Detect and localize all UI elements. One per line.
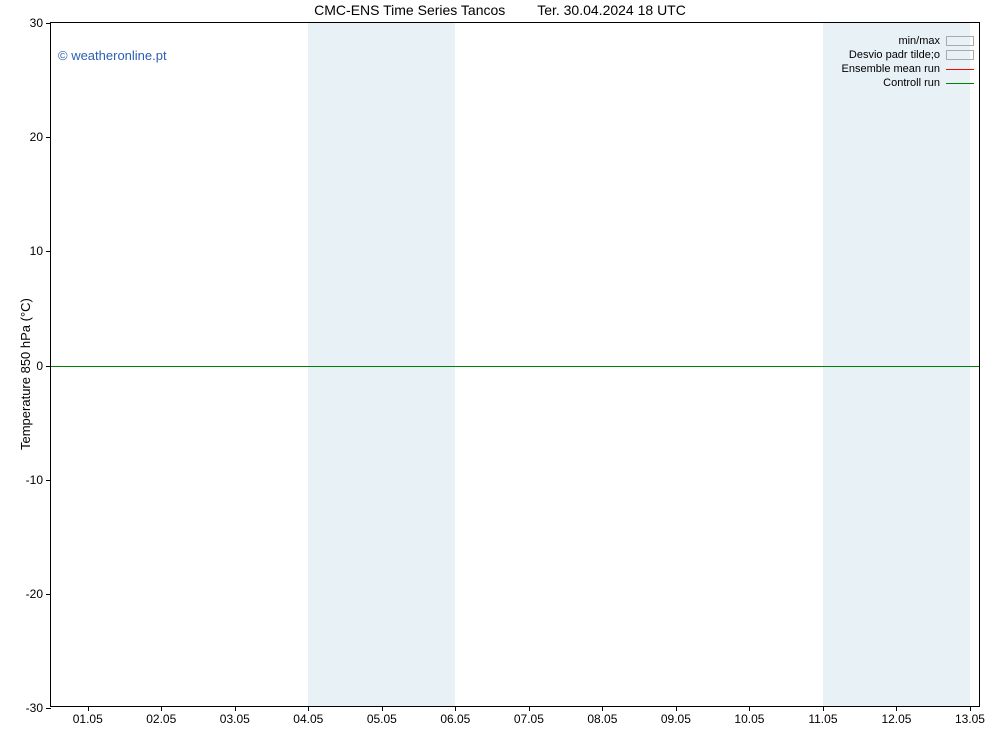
weekend-band (308, 23, 455, 706)
legend-swatch (946, 78, 974, 88)
ytick-label: -10 (26, 473, 51, 487)
ytick-label: -30 (26, 701, 51, 715)
ytick-label: 30 (30, 16, 51, 30)
legend-label: Desvio padr tilde;o (849, 49, 940, 61)
legend-label: Ensemble mean run (842, 63, 940, 75)
weekend-band (823, 23, 970, 706)
legend-item: Controll run (842, 76, 974, 90)
xtick-label: 13.05 (955, 706, 985, 726)
legend-item: min/max (842, 34, 974, 48)
legend: min/max Desvio padr tilde;o Ensemble mean … (842, 34, 974, 90)
plot-area: -30-20-10010203001.0502.0503.0504.0505.0… (50, 22, 980, 707)
legend-swatch (946, 36, 974, 46)
ytick-label: 10 (30, 244, 51, 258)
title-left: CMC-ENS Time Series Tancos (314, 2, 505, 18)
xtick-label: 07.05 (514, 706, 544, 726)
ytick-label: 20 (30, 130, 51, 144)
controll-run-line (51, 366, 979, 367)
legend-swatch (946, 50, 974, 60)
legend-label: min/max (898, 35, 940, 47)
xtick-label: 04.05 (293, 706, 323, 726)
y-axis-label: Temperature 850 hPa (°C) (18, 298, 33, 450)
xtick-label: 02.05 (146, 706, 176, 726)
xtick-label: 11.05 (808, 706, 837, 726)
chart-title: CMC-ENS Time Series Tancos Ter. 30.04.20… (0, 2, 1000, 18)
xtick-label: 01.05 (73, 706, 103, 726)
ytick-label: -20 (26, 587, 51, 601)
xtick-label: 10.05 (734, 706, 764, 726)
ytick-label: 0 (36, 359, 51, 373)
xtick-label: 06.05 (440, 706, 470, 726)
title-right: Ter. 30.04.2024 18 UTC (537, 2, 686, 18)
legend-swatch (946, 64, 974, 74)
xtick-label: 05.05 (367, 706, 397, 726)
legend-label: Controll run (883, 77, 940, 89)
xtick-label: 08.05 (587, 706, 617, 726)
xtick-label: 12.05 (881, 706, 911, 726)
xtick-label: 09.05 (661, 706, 691, 726)
xtick-label: 03.05 (220, 706, 250, 726)
legend-item: Desvio padr tilde;o (842, 48, 974, 62)
legend-item: Ensemble mean run (842, 62, 974, 76)
